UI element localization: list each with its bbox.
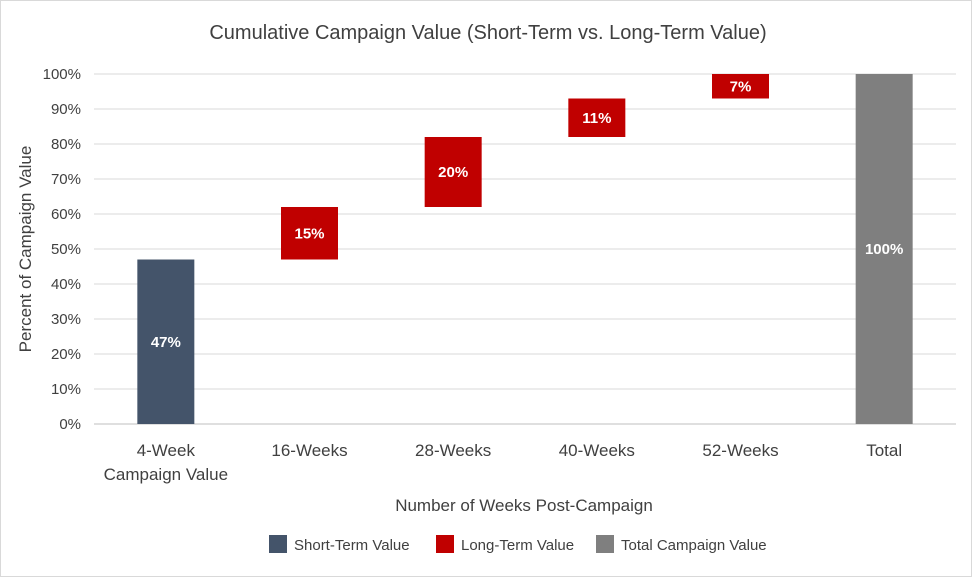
y-tick-label: 90%: [51, 101, 81, 118]
x-category-label: 28-Weeks: [415, 441, 491, 460]
y-axis-ticks: 0% 10% 20% 30% 40% 50% 60% 70% 80% 90% 100%: [43, 66, 81, 433]
bar-2: [281, 207, 338, 260]
bar-data-label: 11%: [582, 110, 611, 127]
bar-6: [855, 74, 913, 424]
x-axis-categories: 4-Week Campaign Value 16-Weeks 28-Weeks 40-W…: [104, 441, 903, 484]
bars: 47% 15% 20% 11% 7% 100%: [137, 74, 913, 424]
bar-data-label: 15%: [294, 225, 324, 242]
bar-1: [137, 259, 195, 424]
y-tick-label: 40%: [51, 276, 81, 293]
y-tick-label: 60%: [51, 206, 81, 223]
y-tick-label: 20%: [51, 346, 81, 363]
x-category-label: 16-Weeks: [271, 441, 347, 460]
legend-swatch: [596, 535, 614, 553]
bar-data-label: 100%: [865, 241, 903, 258]
legend-label: Short-Term Value: [294, 537, 410, 554]
y-tick-label: 10%: [51, 381, 81, 398]
y-tick-label: 80%: [51, 136, 81, 153]
bar-data-label: 47%: [151, 334, 181, 351]
x-category-label: 4-Week: [137, 441, 196, 460]
bar-data-label: 7%: [730, 78, 752, 95]
bar-4: [568, 98, 626, 137]
legend: Short-Term Value Long-Term Value Total Cam…: [269, 535, 767, 554]
chart-title: Cumulative Campaign Value (Short-Term vs…: [209, 22, 766, 44]
y-axis-title: Percent of Campaign Value: [16, 146, 35, 353]
y-tick-label: 0%: [59, 416, 81, 433]
y-tick-label: 70%: [51, 171, 81, 188]
legend-swatch: [269, 535, 287, 553]
legend-label: Long-Term Value: [461, 537, 574, 554]
bar-3: [424, 137, 482, 207]
y-tick-label: 100%: [43, 66, 81, 83]
x-category-label: 40-Weeks: [559, 441, 635, 460]
y-tick-label: 30%: [51, 311, 81, 328]
x-axis-title: Number of Weeks Post-Campaign: [395, 496, 653, 515]
x-category-label: 52-Weeks: [702, 441, 778, 460]
bar-data-label: 20%: [438, 164, 468, 181]
legend-label: Total Campaign Value: [621, 537, 767, 554]
gridlines: [94, 73, 956, 425]
x-category-label: Campaign Value: [104, 465, 228, 484]
x-category-label: Total: [866, 441, 902, 460]
legend-swatch: [436, 535, 454, 553]
bar-5: [712, 74, 769, 99]
y-tick-label: 50%: [51, 241, 81, 258]
